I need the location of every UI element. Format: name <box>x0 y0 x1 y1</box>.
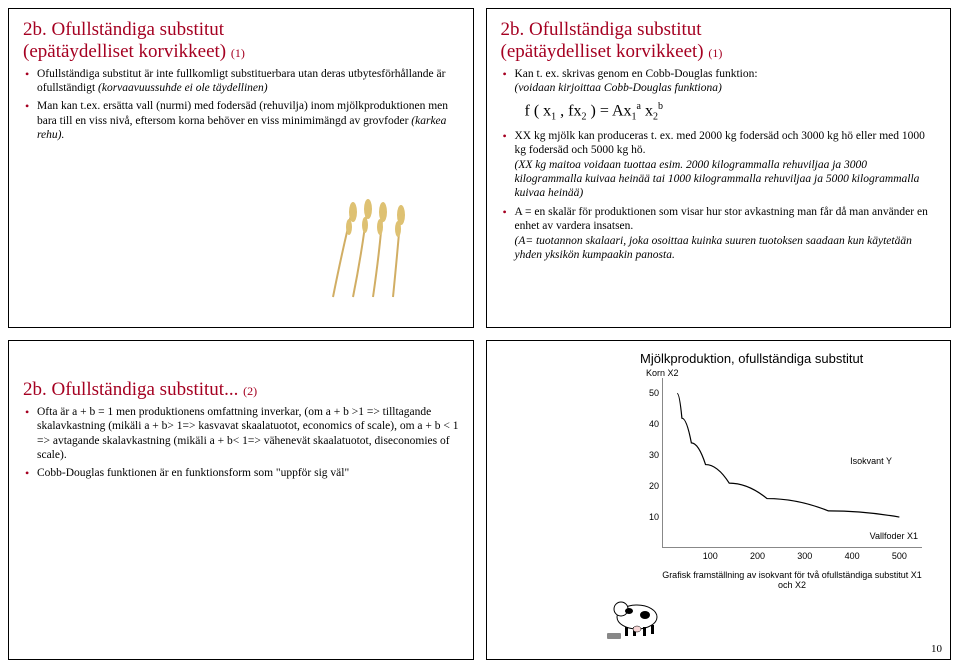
wheat-icon <box>313 187 433 307</box>
f-mid: , fx <box>556 103 581 120</box>
slide3-bullets: Ofta är a + b = 1 men produktionens omfa… <box>23 405 459 481</box>
chart-ytick: 10 <box>641 512 659 522</box>
slide-bottom-right: Mjölkproduktion, ofullständiga substitut… <box>486 340 952 660</box>
b1-fi: (voidaan kirjoittaa Cobb-Douglas funktio… <box>515 82 722 94</box>
title-num: (2) <box>243 384 257 398</box>
slide3-b1: Ofta är a + b = 1 men produktionens omfa… <box>23 405 459 463</box>
b1-text: Ofta är a + b = 1 men produktionens omfa… <box>37 406 459 461</box>
isoquant-label: Isokvant Y <box>850 456 892 466</box>
title-main: 2b. Ofullständiga substitut... <box>23 379 238 400</box>
page-number: 10 <box>931 643 942 655</box>
slide1-bullets: Ofullständiga substitut är inte fullkoml… <box>23 67 459 143</box>
chart-plot-area: Isokvant Y Vallfoder X1 1020304050100200… <box>662 378 922 548</box>
slide2-bullets: Kan t. ex. skrivas genom en Cobb-Douglas… <box>501 67 937 96</box>
chart-xlabel: Vallfoder X1 <box>870 531 918 541</box>
slide1-b2: Man kan t.ex. ersätta vall (nurmi) med f… <box>23 99 459 142</box>
chart-ytick: 50 <box>641 388 659 398</box>
b2-text: Cobb-Douglas funktionen är en funktionsf… <box>37 467 349 479</box>
b2-fi: (XX kg maitoa voidaan tuottaa esim. 2000… <box>515 159 920 200</box>
chart-title: Mjölkproduktion, ofullständiga substitut <box>640 351 940 366</box>
cobb-douglas-formula: f ( x1 , fx2 ) = Ax1a x2b <box>525 101 937 123</box>
slide-top-right: 2b. Ofullständiga substitut (epätäydelli… <box>486 8 952 328</box>
chart-ytick: 20 <box>641 481 659 491</box>
slide-bottom-left: 2b. Ofullständiga substitut... (2) Ofta … <box>8 340 474 660</box>
slide2-b3: A = en skalär för produktionen som visar… <box>501 205 937 263</box>
title-main: 2b. Ofullständiga substitut <box>23 19 224 40</box>
slide2-title: 2b. Ofullständiga substitut (epätäydelli… <box>501 19 937 63</box>
chart-xtick: 200 <box>750 551 765 561</box>
slide-top-left: 2b. Ofullständiga substitut (epätäydelli… <box>8 8 474 328</box>
f-supB: b <box>658 101 663 112</box>
b2-text: XX kg mjölk kan produceras t. ex. med 20… <box>515 130 925 156</box>
slide1-b1: Ofullständiga substitut är inte fullkoml… <box>23 67 459 96</box>
slide2-b1: Kan t. ex. skrivas genom en Cobb-Douglas… <box>501 67 937 96</box>
f-lhs: f ( x <box>525 103 552 120</box>
b1-fi: (korvaavuussuhde ei ole täydellinen) <box>98 82 268 94</box>
title-paren: (epätäydelliset korvikkeet) <box>501 41 704 62</box>
chart-subtitle: Korn X2 <box>646 368 940 378</box>
f-eq: ) = Ax <box>586 103 631 120</box>
f-subA: 1 <box>632 112 637 123</box>
cow-icon <box>607 589 667 639</box>
slide2-bullets2: XX kg mjölk kan produceras t. ex. med 20… <box>501 129 937 262</box>
b1-text: Kan t. ex. skrivas genom en Cobb-Douglas… <box>515 68 758 80</box>
b2-text: Man kan t.ex. ersätta vall (nurmi) med f… <box>37 100 448 126</box>
chart-ytick: 30 <box>641 450 659 460</box>
chart-caption: Grafisk framställning av isokvant för tv… <box>662 570 922 590</box>
title-paren: (epätäydelliset korvikkeet) <box>23 41 226 62</box>
b3-text: A = en skalär för produktionen som visar… <box>515 206 928 232</box>
chart-xtick: 400 <box>845 551 860 561</box>
slide2-b2: XX kg mjölk kan produceras t. ex. med 20… <box>501 129 937 201</box>
f-subB: 2 <box>653 112 658 123</box>
f-x2: x <box>641 103 653 120</box>
title-num: (1) <box>708 46 722 60</box>
isoquant-chart: Mjölkproduktion, ofullständiga substitut… <box>640 351 940 621</box>
chart-xtick: 500 <box>892 551 907 561</box>
chart-ytick: 40 <box>641 419 659 429</box>
title-main: 2b. Ofullständiga substitut <box>501 19 702 40</box>
title-num: (1) <box>231 46 245 60</box>
chart-xtick: 100 <box>703 551 718 561</box>
b3-fi: (A= tuotannon skalaari, joka osoittaa ku… <box>515 235 912 261</box>
slide3-b2: Cobb-Douglas funktionen är en funktionsf… <box>23 466 459 480</box>
slide1-title: 2b. Ofullständiga substitut (epätäydelli… <box>23 19 459 63</box>
chart-xtick: 300 <box>797 551 812 561</box>
slide3-title: 2b. Ofullständiga substitut... (2) <box>23 379 459 401</box>
